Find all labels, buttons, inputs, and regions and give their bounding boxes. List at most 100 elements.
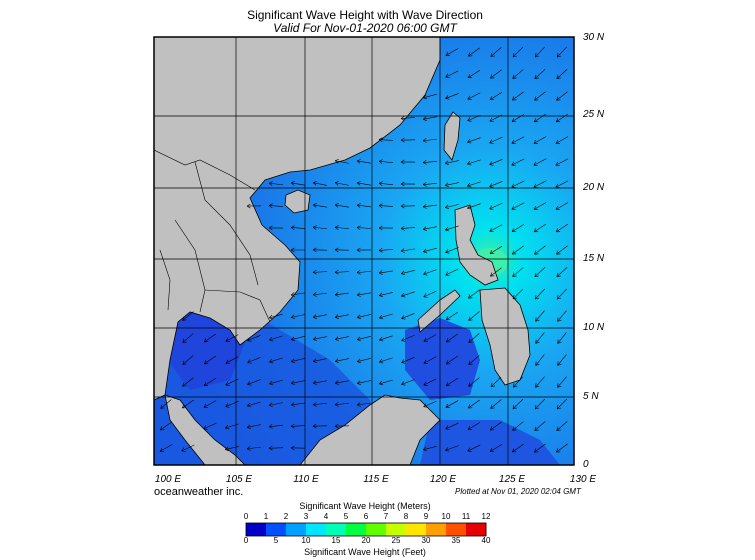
wave-arrow-head xyxy=(312,292,317,296)
wave-arrow-shaft xyxy=(489,444,503,452)
wave-arrow-head xyxy=(513,385,518,388)
wave-arrow-head xyxy=(335,158,340,161)
wave-arrow-head xyxy=(423,403,427,407)
wave-arrow-head xyxy=(555,139,559,144)
wave-arrow-shaft xyxy=(269,402,283,406)
wave-arrow-head xyxy=(489,139,493,144)
wave-arrow-shaft xyxy=(467,422,481,430)
wave-arrow-head xyxy=(423,248,427,253)
wave-arrow-head xyxy=(512,96,515,101)
wave-arrow xyxy=(247,335,261,342)
colorbar-swatch xyxy=(386,523,407,536)
wave-arrow-head xyxy=(313,180,318,183)
wave-arrow-shaft xyxy=(468,399,480,409)
wave-arrow-shaft xyxy=(467,115,481,121)
wave-arrow-head xyxy=(268,181,273,184)
wave-arrow-shaft xyxy=(534,69,546,79)
wave-arrow xyxy=(490,69,502,79)
wave-arrow xyxy=(535,354,545,366)
wave-arrow-shaft xyxy=(290,227,306,229)
wave-arrow xyxy=(422,160,437,165)
wave-arrow-head xyxy=(423,406,428,408)
wave-arrow-shaft xyxy=(534,245,546,255)
wave-arrow xyxy=(512,267,524,277)
wave-arrow-shaft xyxy=(401,379,415,385)
colorbar-feet-tick: 20 xyxy=(361,536,371,545)
wave-arrow-head xyxy=(534,272,537,277)
wave-arrow-shaft xyxy=(445,182,459,186)
wave-arrow-head xyxy=(379,361,384,364)
wave-arrow-head xyxy=(356,159,361,162)
wave-arrow-head xyxy=(400,225,405,229)
wave-arrow xyxy=(356,203,371,208)
wave-arrow xyxy=(512,398,524,410)
wave-arrow xyxy=(334,158,349,164)
wave-arrow-head xyxy=(356,270,361,273)
wave-arrow xyxy=(556,267,568,278)
wave-arrow-head xyxy=(533,139,537,144)
wave-arrow-head xyxy=(357,383,362,386)
wave-arrow-head xyxy=(225,424,229,429)
wave-arrow xyxy=(268,203,284,209)
wave-arrow-head xyxy=(557,297,562,300)
wave-arrow-shaft xyxy=(313,292,327,296)
wave-arrow xyxy=(422,204,437,209)
wave-arrow-head xyxy=(313,316,317,319)
wave-arrow-head xyxy=(534,53,537,58)
wave-arrow xyxy=(203,333,216,343)
wave-arrow-shaft xyxy=(423,400,437,408)
wave-arrow xyxy=(533,202,547,210)
wave-arrow-head xyxy=(422,140,427,143)
wave-arrow-head xyxy=(401,362,406,364)
wave-arrow-shaft xyxy=(445,70,459,78)
wave-arrow-head xyxy=(378,205,383,209)
wave-arrow-head xyxy=(400,139,405,143)
wave-arrow xyxy=(445,422,459,430)
wave-arrow xyxy=(556,245,568,255)
wave-arrow-shaft xyxy=(378,205,394,207)
wave-arrow-head xyxy=(422,182,427,185)
wave-arrow-shaft xyxy=(290,425,306,427)
wave-arrow-head xyxy=(557,361,559,366)
wave-arrow-head xyxy=(468,363,473,365)
wave-arrow-head xyxy=(356,204,361,208)
wave-arrow-head xyxy=(356,203,361,206)
wave-arrow-head xyxy=(356,225,361,228)
wave-arrow-head xyxy=(557,383,559,388)
wave-arrow-head xyxy=(334,225,339,228)
wave-arrow-shaft xyxy=(511,180,525,188)
wave-arrow-head xyxy=(268,227,273,231)
wave-arrow xyxy=(225,334,239,342)
wave-arrow-shaft xyxy=(446,333,458,343)
wave-arrow xyxy=(312,180,327,186)
wave-arrow-head xyxy=(511,161,515,166)
wave-arrow-head xyxy=(512,404,515,409)
wave-arrow-shaft xyxy=(467,137,481,143)
wave-arrow-head xyxy=(401,359,405,363)
wave-arrow-head xyxy=(357,336,361,340)
wave-arrow-head xyxy=(467,74,471,78)
wave-arrow-shaft xyxy=(335,358,349,362)
wave-arrow-head xyxy=(423,97,428,100)
wave-arrow-shaft xyxy=(357,271,371,273)
wave-arrow xyxy=(512,69,524,79)
lon-label: 130 E xyxy=(569,474,597,485)
wave-arrow-head xyxy=(533,205,537,210)
wave-arrow xyxy=(181,399,194,409)
wave-arrow-shaft xyxy=(489,181,503,187)
wave-arrow xyxy=(268,181,283,186)
wave-arrow xyxy=(290,402,305,407)
colorbar-meters-tick: 11 xyxy=(461,512,471,521)
wave-arrow-shaft xyxy=(268,447,284,449)
wave-arrow-shaft xyxy=(534,91,546,101)
wave-arrow xyxy=(444,182,459,188)
wave-arrow-shaft xyxy=(513,376,523,388)
wave-arrow-head xyxy=(489,183,493,187)
wave-arrow xyxy=(535,332,545,344)
wave-arrow-shaft xyxy=(468,47,480,57)
wave-arrow-shaft xyxy=(203,378,217,386)
wave-arrow-shaft xyxy=(312,271,328,273)
wave-arrow-shaft xyxy=(423,356,437,364)
wave-arrow-shaft xyxy=(489,136,503,144)
wave-arrow-shaft xyxy=(556,46,568,58)
